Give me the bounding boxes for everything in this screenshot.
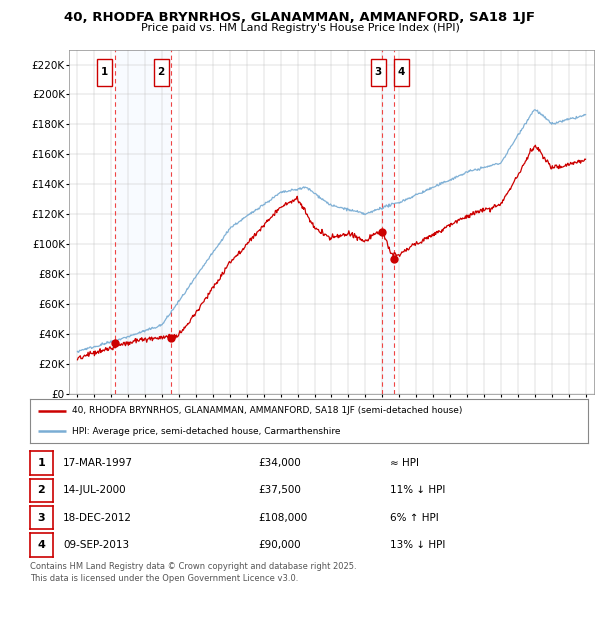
Text: 2: 2 — [158, 68, 165, 78]
Text: 18-DEC-2012: 18-DEC-2012 — [63, 513, 132, 523]
Text: 17-MAR-1997: 17-MAR-1997 — [63, 458, 133, 468]
Text: 6% ↑ HPI: 6% ↑ HPI — [390, 513, 439, 523]
Text: 3: 3 — [374, 68, 382, 78]
Text: 40, RHODFA BRYNRHOS, GLANAMMAN, AMMANFORD, SA18 1JF (semi-detached house): 40, RHODFA BRYNRHOS, GLANAMMAN, AMMANFOR… — [72, 406, 462, 415]
Text: 11% ↓ HPI: 11% ↓ HPI — [390, 485, 445, 495]
Text: 3: 3 — [38, 513, 45, 523]
FancyBboxPatch shape — [371, 59, 386, 86]
FancyBboxPatch shape — [394, 59, 409, 86]
Text: £108,000: £108,000 — [258, 513, 307, 523]
Text: £37,500: £37,500 — [258, 485, 301, 495]
Text: 4: 4 — [37, 540, 46, 550]
Text: Contains HM Land Registry data © Crown copyright and database right 2025.
This d: Contains HM Land Registry data © Crown c… — [30, 562, 356, 583]
Text: 1: 1 — [101, 68, 109, 78]
Text: 09-SEP-2013: 09-SEP-2013 — [63, 540, 129, 550]
Bar — [115, 50, 171, 394]
Text: 1: 1 — [38, 458, 45, 468]
FancyBboxPatch shape — [154, 59, 169, 86]
Text: 2: 2 — [38, 485, 45, 495]
Text: 14-JUL-2000: 14-JUL-2000 — [63, 485, 127, 495]
Text: 4: 4 — [398, 68, 406, 78]
Text: Price paid vs. HM Land Registry's House Price Index (HPI): Price paid vs. HM Land Registry's House … — [140, 23, 460, 33]
Text: ≈ HPI: ≈ HPI — [390, 458, 419, 468]
Text: £34,000: £34,000 — [258, 458, 301, 468]
Text: £90,000: £90,000 — [258, 540, 301, 550]
Text: HPI: Average price, semi-detached house, Carmarthenshire: HPI: Average price, semi-detached house,… — [72, 427, 340, 436]
Bar — [382, 50, 394, 394]
FancyBboxPatch shape — [97, 59, 112, 86]
Text: 13% ↓ HPI: 13% ↓ HPI — [390, 540, 445, 550]
Text: 40, RHODFA BRYNRHOS, GLANAMMAN, AMMANFORD, SA18 1JF: 40, RHODFA BRYNRHOS, GLANAMMAN, AMMANFOR… — [65, 11, 536, 24]
